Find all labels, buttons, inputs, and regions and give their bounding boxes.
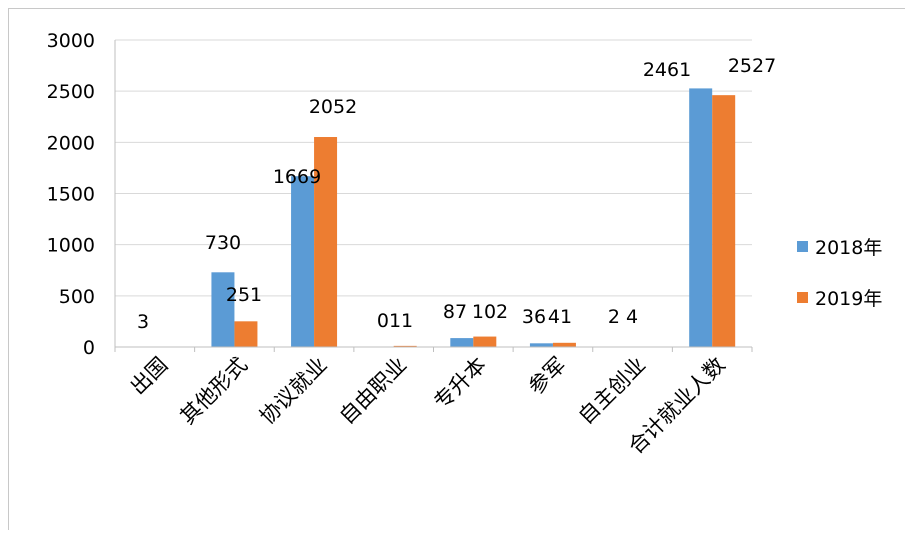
data-label: 2 4 bbox=[608, 306, 638, 328]
bar-series-2 bbox=[473, 336, 497, 347]
bar-series-1 bbox=[211, 272, 235, 347]
x-tick-label: 参军 bbox=[524, 353, 571, 400]
chart-frame bbox=[8, 8, 905, 530]
data-label: 2052 bbox=[309, 96, 357, 118]
gridlines bbox=[115, 39, 752, 297]
y-tick-label: 1000 bbox=[47, 235, 95, 257]
bar-series-1 bbox=[450, 338, 474, 347]
bar-series-2 bbox=[712, 95, 736, 347]
data-label: 011 bbox=[377, 310, 413, 332]
data-label: 3 bbox=[137, 311, 149, 333]
axes bbox=[114, 40, 753, 352]
data-labels: 3 730 251 1669 2052 011 87 102 36 41 2 4 2461 2527 bbox=[137, 55, 776, 333]
data-label: 87 bbox=[443, 301, 467, 323]
data-label: 251 bbox=[226, 284, 262, 306]
y-tick-label: 0 bbox=[83, 337, 95, 359]
bar-series-1 bbox=[689, 88, 713, 348]
x-tick-label: 其他形式 bbox=[176, 353, 252, 429]
y-tick-label: 2500 bbox=[47, 81, 95, 103]
data-label: 41 bbox=[548, 306, 572, 328]
bar-series-2 bbox=[552, 342, 576, 347]
bar-series-1 bbox=[529, 343, 553, 347]
legend-label: 2019年 bbox=[815, 288, 882, 310]
data-label: 102 bbox=[472, 301, 508, 323]
data-label: 730 bbox=[205, 232, 241, 254]
data-label: 2461 bbox=[643, 59, 691, 81]
y-tick-label: 500 bbox=[59, 286, 95, 308]
y-tick-label: 1500 bbox=[47, 184, 95, 206]
x-tick-label: 自主创业 bbox=[574, 353, 650, 429]
x-tick-label: 协议就业 bbox=[255, 353, 331, 429]
legend-swatch bbox=[797, 292, 808, 303]
x-tick-label: 自由职业 bbox=[335, 353, 411, 429]
y-tick-label: 2000 bbox=[47, 132, 95, 154]
data-label: 2527 bbox=[728, 55, 776, 77]
y-tick-label: 3000 bbox=[47, 30, 95, 52]
y-axis-ticks: 0 500 1000 1500 2000 2500 3000 bbox=[47, 30, 95, 359]
bar-series-1 bbox=[291, 176, 315, 347]
bar-series-2 bbox=[393, 345, 417, 347]
data-label: 36 bbox=[522, 306, 546, 328]
x-tick-label: 专升本 bbox=[429, 353, 491, 415]
bars bbox=[131, 88, 736, 348]
legend-label: 2018年 bbox=[815, 237, 882, 259]
legend: 2018年 2019年 bbox=[797, 237, 882, 310]
data-label: 1669 bbox=[273, 166, 321, 188]
x-tick-label: 出国 bbox=[126, 353, 173, 400]
bar-series-2 bbox=[314, 137, 338, 347]
legend-swatch bbox=[797, 241, 808, 252]
bar-series-2 bbox=[234, 321, 258, 347]
